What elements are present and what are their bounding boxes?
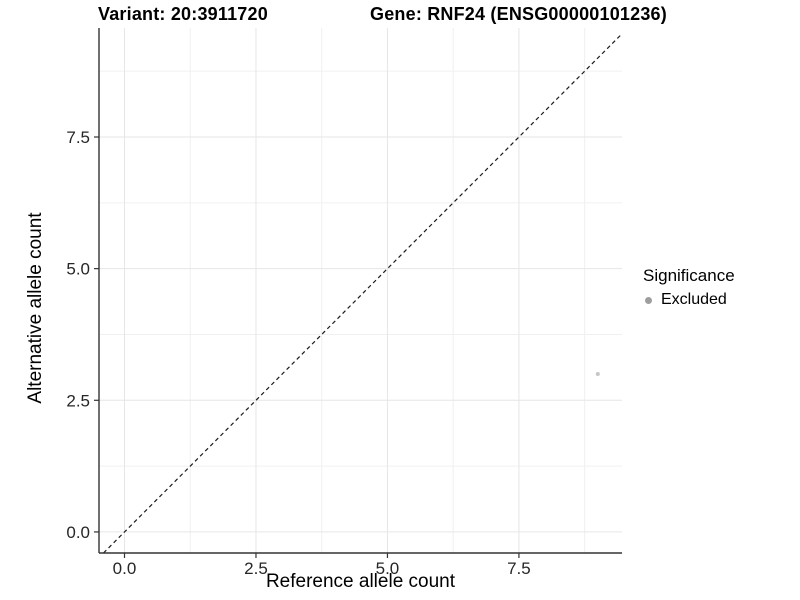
x-tick-label: 0.0 (113, 559, 137, 578)
data-point (595, 371, 600, 376)
y-tick-label: 5.0 (66, 260, 90, 279)
y-tick-label: 2.5 (66, 391, 90, 410)
legend-item-label: Excluded (661, 291, 727, 308)
major-gridlines (99, 28, 622, 553)
gene-title: Gene: RNF24 (ENSG00000101236) (370, 4, 667, 24)
axis-ticks (94, 136, 520, 558)
x-tick-label: 5.0 (376, 559, 400, 578)
legend: Significance Excluded (643, 266, 735, 309)
identity-reference-line-group (103, 33, 623, 554)
data-points (595, 371, 600, 376)
variant-title: Variant: 20:3911720 (98, 4, 268, 24)
legend-items: Excluded (643, 291, 735, 309)
axis-lines (98, 28, 622, 554)
legend-title: Significance (643, 266, 735, 285)
identity-line (103, 33, 623, 554)
y-tick-label: 7.5 (66, 128, 90, 147)
legend-key-dot-icon (645, 296, 652, 304)
x-tick-label: 2.5 (244, 559, 268, 578)
minor-gridlines (99, 28, 622, 553)
y-axis-title: Alternative allele count (25, 212, 46, 404)
x-axis-title: Reference allele count (265, 571, 456, 592)
y-tick-label: 0.0 (66, 523, 90, 542)
legend-item: Excluded (643, 291, 735, 309)
x-tick-label: 7.5 (507, 559, 531, 578)
axis-tick-labels: 0.0 2.5 5.0 7.5 0.0 2.5 5.0 7.5 (66, 128, 530, 578)
